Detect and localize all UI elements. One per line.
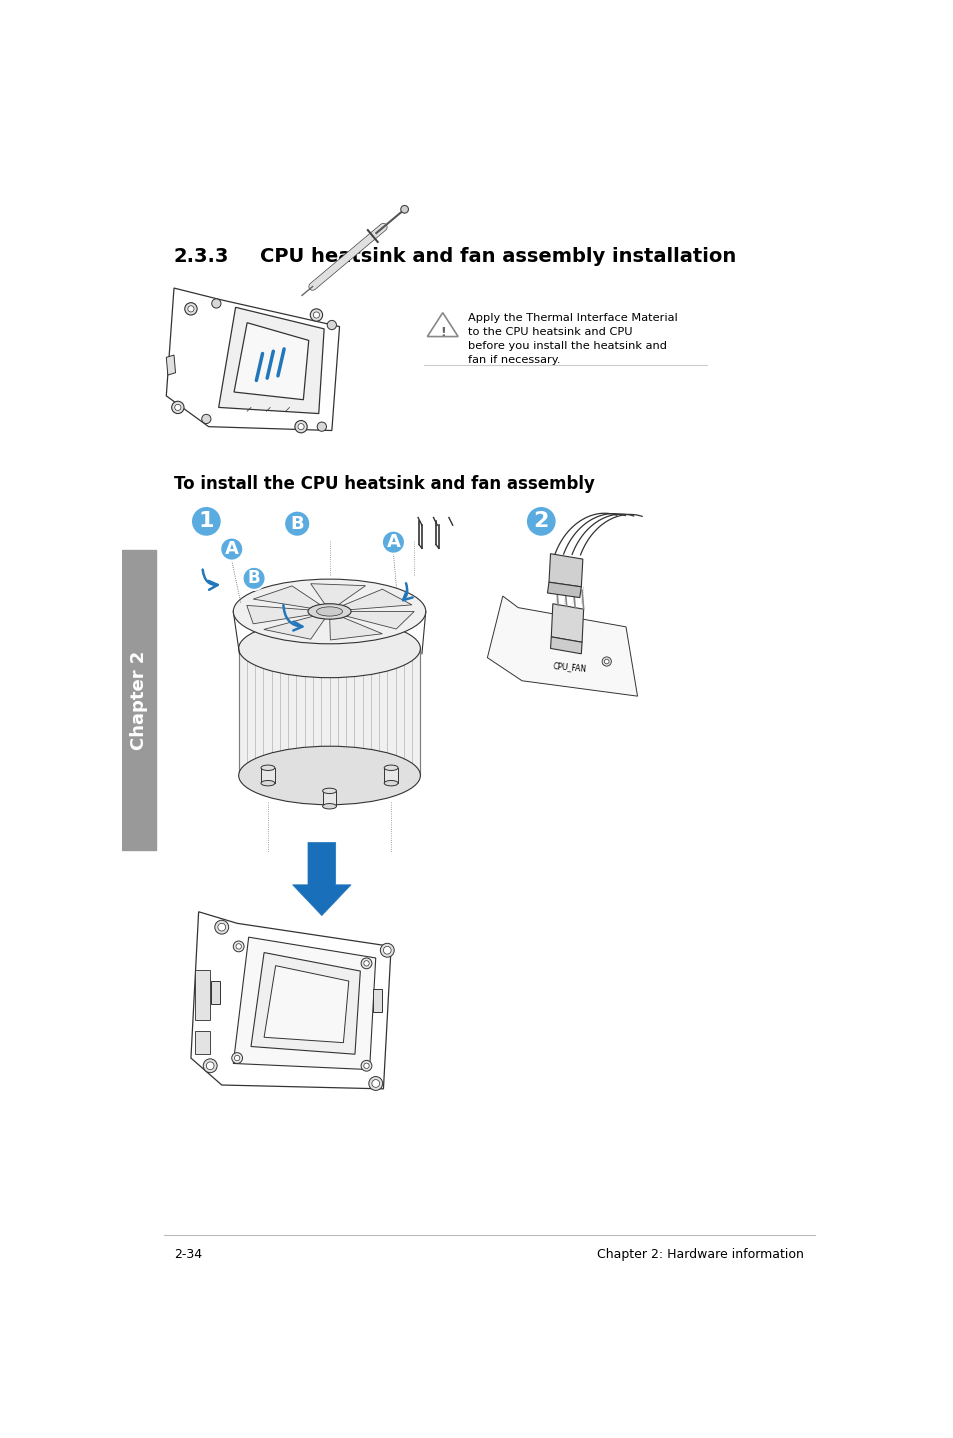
Circle shape [201, 414, 211, 424]
Polygon shape [247, 605, 310, 624]
Circle shape [313, 312, 319, 318]
Polygon shape [330, 617, 382, 640]
Circle shape [284, 510, 310, 536]
Ellipse shape [261, 765, 274, 771]
Polygon shape [166, 288, 339, 430]
Ellipse shape [238, 746, 420, 805]
Ellipse shape [316, 607, 342, 615]
Circle shape [317, 421, 326, 431]
Circle shape [203, 1058, 217, 1073]
Circle shape [310, 309, 322, 321]
Bar [238, 649, 420, 775]
Circle shape [363, 1063, 369, 1068]
Circle shape [242, 567, 265, 590]
Circle shape [604, 659, 608, 664]
Circle shape [372, 1080, 379, 1087]
Polygon shape [233, 938, 375, 1070]
Polygon shape [550, 637, 581, 654]
Polygon shape [264, 966, 349, 1043]
Polygon shape [166, 355, 175, 375]
Bar [373, 989, 381, 1012]
Circle shape [363, 961, 369, 966]
Bar [261, 768, 274, 784]
Polygon shape [218, 308, 324, 414]
Bar [194, 1031, 210, 1054]
Circle shape [327, 321, 336, 329]
Circle shape [188, 306, 193, 312]
Text: !: ! [439, 326, 445, 339]
Polygon shape [551, 604, 583, 643]
Polygon shape [311, 584, 365, 604]
Text: 2: 2 [533, 512, 548, 532]
Bar [384, 768, 397, 784]
Polygon shape [548, 554, 582, 587]
Text: B: B [248, 569, 260, 587]
Circle shape [400, 206, 408, 213]
Ellipse shape [308, 604, 351, 620]
Circle shape [185, 302, 197, 315]
Polygon shape [346, 611, 414, 628]
Bar [194, 969, 210, 1020]
Polygon shape [233, 322, 309, 400]
Circle shape [232, 1053, 242, 1064]
Ellipse shape [322, 804, 336, 810]
Text: B: B [290, 515, 304, 532]
Circle shape [361, 1060, 372, 1071]
Circle shape [601, 657, 611, 666]
Text: A: A [386, 533, 400, 551]
Text: 2.3.3: 2.3.3 [173, 247, 229, 266]
Polygon shape [343, 590, 412, 610]
Circle shape [206, 1061, 213, 1070]
Circle shape [381, 531, 405, 554]
Polygon shape [253, 585, 319, 608]
Circle shape [369, 1077, 382, 1090]
Circle shape [297, 424, 304, 430]
Text: To install the CPU heatsink and fan assembly: To install the CPU heatsink and fan asse… [173, 475, 595, 493]
Bar [211, 981, 220, 1004]
Circle shape [235, 943, 241, 949]
Polygon shape [487, 597, 637, 696]
Bar [121, 549, 155, 850]
Circle shape [174, 404, 181, 410]
Ellipse shape [322, 788, 336, 794]
Ellipse shape [233, 580, 425, 644]
Circle shape [212, 299, 221, 308]
Circle shape [234, 1055, 239, 1061]
Circle shape [383, 946, 391, 953]
Ellipse shape [261, 781, 274, 785]
Ellipse shape [238, 620, 420, 677]
Text: Chapter 2: Hardware information: Chapter 2: Hardware information [597, 1248, 803, 1261]
Circle shape [214, 920, 229, 935]
Text: CPU heatsink and fan assembly installation: CPU heatsink and fan assembly installati… [260, 247, 736, 266]
Polygon shape [293, 843, 351, 916]
Circle shape [172, 401, 184, 414]
Circle shape [294, 420, 307, 433]
Text: CPU_FAN: CPU_FAN [552, 661, 587, 673]
Circle shape [380, 943, 394, 958]
Polygon shape [547, 582, 580, 598]
Ellipse shape [384, 765, 397, 771]
Circle shape [220, 538, 243, 561]
Circle shape [361, 958, 372, 969]
Text: A: A [225, 541, 238, 558]
Circle shape [217, 923, 225, 930]
Bar [322, 791, 336, 807]
Ellipse shape [384, 781, 397, 785]
Polygon shape [251, 952, 360, 1054]
Text: 1: 1 [198, 512, 213, 532]
Text: Chapter 2: Chapter 2 [130, 650, 148, 749]
Text: 2-34: 2-34 [173, 1248, 202, 1261]
Circle shape [191, 506, 221, 536]
Circle shape [525, 506, 557, 536]
Polygon shape [264, 617, 324, 640]
Circle shape [233, 940, 244, 952]
Polygon shape [427, 312, 457, 336]
Polygon shape [191, 912, 391, 1089]
Text: Apply the Thermal Interface Material
to the CPU heatsink and CPU
before you inst: Apply the Thermal Interface Material to … [468, 312, 678, 365]
